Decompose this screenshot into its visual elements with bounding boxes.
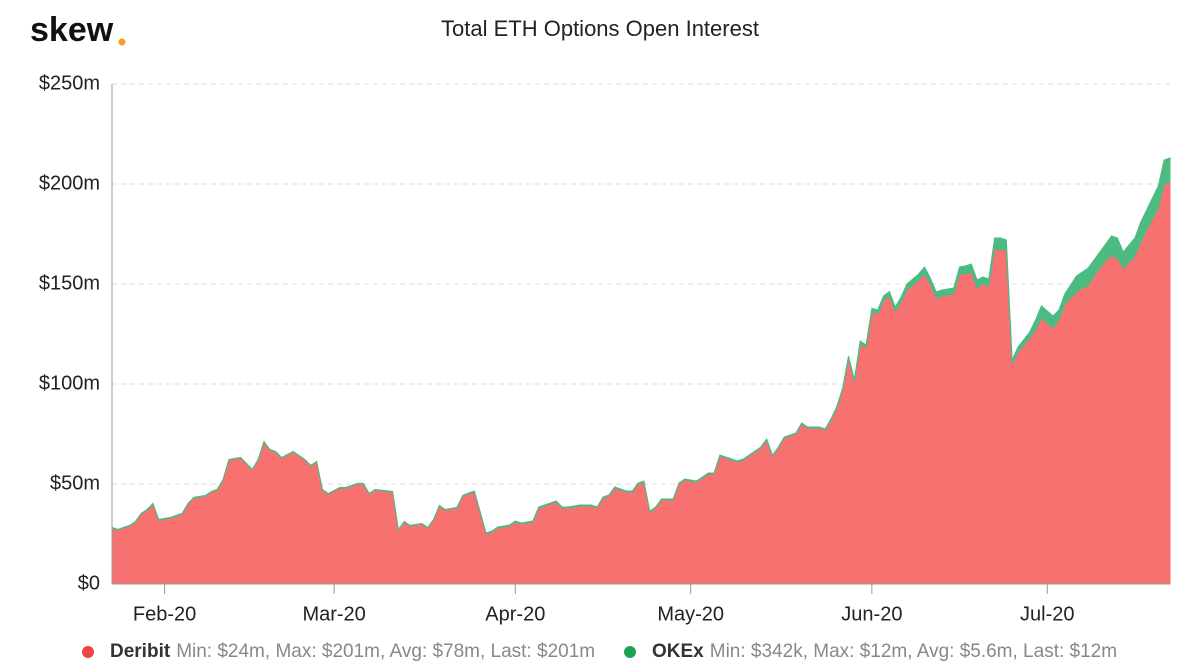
legend: Deribit Min: $24m, Max: $201m, Avg: $78m,… [82,641,1117,662]
y-tick-label: $200m [39,172,100,194]
chart-title: Total ETH Options Open Interest [441,16,759,41]
y-tick-label: $250m [39,72,100,94]
x-tick-label: Mar-20 [302,603,365,625]
area [111,181,1171,585]
y-tick-label: $0 [78,572,100,594]
legend-marker [624,646,636,658]
legend-marker [82,646,94,658]
logo-dot [118,38,126,46]
plot [111,157,1171,585]
legend-summary: Min: $342k, Max: $12m, Avg: $5.6m, Last:… [710,641,1117,662]
y-tick-label: $50m [50,472,100,494]
area [111,157,1171,535]
x-tick-label: May-20 [657,603,724,625]
x-tick-label: Jun-20 [841,603,902,625]
x-tick-label: Jul-20 [1020,603,1074,625]
legend-label: OKEx [652,641,704,662]
legend-label: Deribit [110,641,171,662]
y-tick-label: $150m [39,272,100,294]
x-tick-label: Apr-20 [485,603,545,625]
logo: skew [30,11,114,49]
axes: $0 $50m $100m $150m $200m $250m Feb-20 Mar-20 Ap… [39,72,1170,625]
legend-summary: Min: $24m, Max: $201m, Avg: $78m, Last: … [176,641,595,662]
x-tick-label: Feb-20 [133,603,196,625]
y-tick-label: $100m [39,372,100,394]
